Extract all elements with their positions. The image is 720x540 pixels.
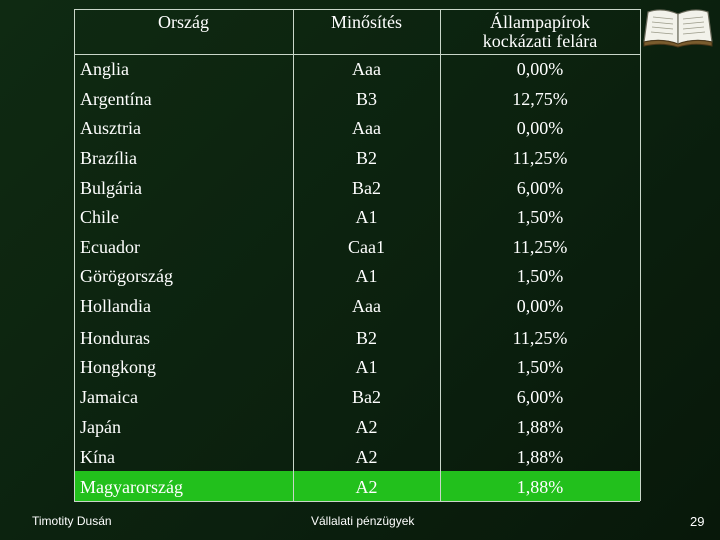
spread-cell: 12,75% bbox=[512, 89, 568, 109]
spread-cell: 1,50% bbox=[516, 207, 564, 227]
header-country: Ország bbox=[158, 12, 209, 32]
header-spread-line1: Állampapírok bbox=[490, 12, 590, 32]
spread-cell: 0,00% bbox=[516, 118, 564, 138]
country-cell: Brazília bbox=[80, 148, 137, 168]
rating-cell: A1 bbox=[355, 207, 378, 227]
column-divider-2 bbox=[440, 9, 441, 501]
spread-cell: 11,25% bbox=[512, 328, 568, 348]
rating-cell: B3 bbox=[355, 89, 377, 109]
table-bottom-border bbox=[74, 501, 640, 502]
rating-cell: Ba2 bbox=[352, 178, 381, 198]
country-cell: Chile bbox=[80, 207, 119, 227]
country-cell: Magyarország bbox=[80, 477, 183, 497]
rating-cell: Aaa bbox=[352, 59, 381, 79]
footer-course: Vállalati pénzügyek bbox=[311, 514, 415, 528]
table-left-border bbox=[74, 9, 75, 501]
spread-cell: 1,88% bbox=[516, 447, 564, 467]
rating-cell: Ba2 bbox=[352, 387, 381, 407]
spread-cell: 0,00% bbox=[516, 59, 564, 79]
open-book-icon bbox=[643, 9, 713, 48]
spread-cell: 6,00% bbox=[516, 387, 564, 407]
country-cell: Jamaica bbox=[80, 387, 138, 407]
spread-cell: 1,88% bbox=[516, 477, 564, 497]
rating-cell: A2 bbox=[355, 477, 378, 497]
rating-cell: A2 bbox=[355, 417, 378, 437]
country-cell: Ecuador bbox=[80, 237, 140, 257]
country-cell: Bulgária bbox=[80, 178, 142, 198]
spread-cell: 0,00% bbox=[516, 296, 564, 316]
country-cell: Hongkong bbox=[80, 357, 156, 377]
column-divider-1 bbox=[293, 9, 294, 501]
country-cell: Honduras bbox=[80, 328, 150, 348]
spread-cell: 1,50% bbox=[516, 357, 564, 377]
rating-cell: A2 bbox=[355, 447, 378, 467]
header-spread-line2: kockázati felára bbox=[482, 31, 598, 51]
header-rating: Minősítés bbox=[330, 12, 402, 32]
country-cell: Hollandia bbox=[80, 296, 151, 316]
footer-page-number: 29 bbox=[690, 514, 705, 529]
rating-cell: B2 bbox=[355, 148, 377, 168]
footer-author: Timotity Dusán bbox=[32, 514, 112, 528]
spread-cell: 1,50% bbox=[516, 266, 564, 286]
rating-cell: A1 bbox=[355, 266, 378, 286]
spread-cell: 6,00% bbox=[516, 178, 564, 198]
country-cell: Ausztria bbox=[80, 118, 141, 138]
table-top-border bbox=[74, 9, 640, 10]
country-cell: Japán bbox=[80, 417, 121, 437]
rating-cell: Caa1 bbox=[348, 237, 385, 257]
country-cell: Görögország bbox=[80, 266, 173, 286]
rating-cell: A1 bbox=[355, 357, 378, 377]
rating-cell: Aaa bbox=[352, 118, 381, 138]
rating-cell: Aaa bbox=[352, 296, 381, 316]
table-right-border bbox=[640, 9, 641, 501]
spread-cell: 11,25% bbox=[512, 148, 568, 168]
country-cell: Kína bbox=[80, 447, 115, 467]
highlighted-row-background bbox=[74, 471, 640, 501]
rating-cell: B2 bbox=[355, 328, 377, 348]
spread-cell: 11,25% bbox=[512, 237, 568, 257]
country-cell: Anglia bbox=[80, 59, 129, 79]
header-divider bbox=[74, 54, 640, 55]
country-cell: Argentína bbox=[80, 89, 152, 109]
spread-cell: 1,88% bbox=[516, 417, 564, 437]
